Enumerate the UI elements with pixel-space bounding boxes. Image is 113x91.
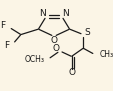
Text: OCH₃: OCH₃ <box>24 55 44 64</box>
Text: F: F <box>0 21 5 30</box>
Text: N: N <box>62 9 68 18</box>
Text: O: O <box>52 44 59 53</box>
Text: F: F <box>4 41 9 50</box>
Text: O: O <box>67 68 74 77</box>
Text: N: N <box>39 9 45 18</box>
Text: O: O <box>50 36 57 44</box>
Text: CH₃: CH₃ <box>99 50 113 59</box>
Text: S: S <box>84 28 89 37</box>
